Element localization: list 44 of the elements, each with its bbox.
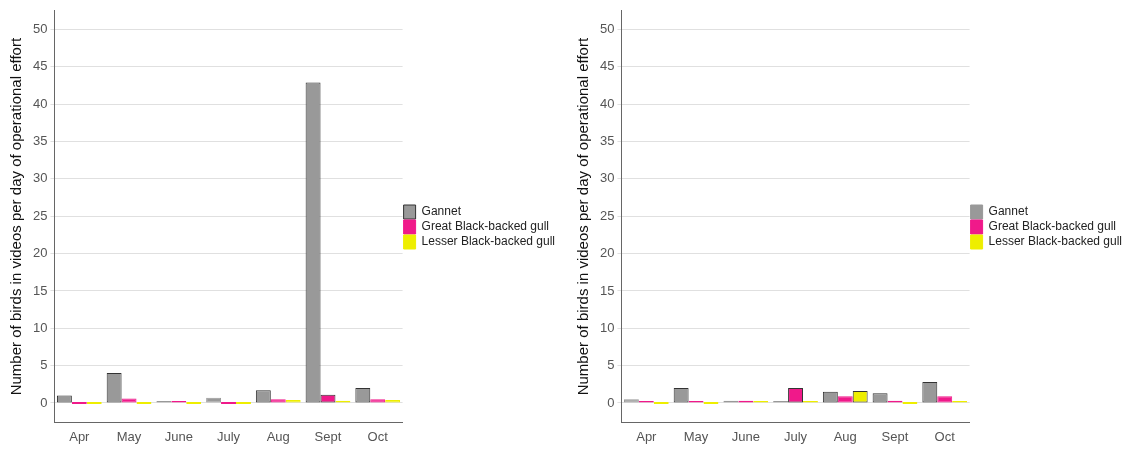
x-tick-label: June — [731, 428, 760, 444]
x-tick-label: Aug — [833, 428, 857, 444]
legend-label: Gannet — [421, 204, 462, 219]
legend-label: Lesser Black-backed gull — [988, 234, 1123, 249]
x-tick-label: Oct — [934, 428, 956, 444]
y-tick-label: 10 — [599, 319, 615, 335]
x-tick-label: July — [216, 428, 241, 444]
legend-label: Lesser Black-backed gull — [421, 234, 556, 249]
y-axis-title: Number of birds in videos per day of operational effort — [7, 37, 25, 396]
x-tick-label: Sept — [881, 428, 909, 444]
x-tick-label: Oct — [367, 428, 389, 444]
x-tick-label: Apr — [636, 428, 658, 444]
legend-label: Gannet — [988, 204, 1029, 219]
x-tick-label: Sept — [314, 428, 342, 444]
x-tick-label: May — [116, 428, 142, 444]
y-tick-label: 5 — [607, 357, 615, 373]
x-tick-label: Apr — [69, 428, 91, 444]
y-axis-title: Number of birds in videos per day of operational effort — [574, 37, 592, 396]
y-tick-label: 15 — [32, 282, 48, 298]
legend-label: Great Black-backed gull — [421, 219, 550, 234]
y-tick-label: 45 — [32, 58, 48, 74]
y-tick-label: 20 — [32, 245, 48, 261]
x-tick-label: July — [783, 428, 808, 444]
y-tick-label: 25 — [599, 207, 615, 223]
y-tick-label: 20 — [599, 245, 615, 261]
y-tick-label: 30 — [32, 170, 48, 186]
y-tick-label: 45 — [599, 58, 615, 74]
y-tick-label: 30 — [599, 170, 615, 186]
y-tick-label: 35 — [599, 133, 615, 149]
y-tick-label: 40 — [599, 95, 615, 111]
x-tick-label: Aug — [266, 428, 290, 444]
x-tick-label: June — [164, 428, 193, 444]
y-tick-label: 40 — [32, 95, 48, 111]
y-tick-label: 50 — [32, 21, 48, 37]
y-tick-label: 25 — [32, 207, 48, 223]
y-tick-label: 15 — [599, 282, 615, 298]
y-tick-label: 35 — [32, 133, 48, 149]
x-tick-label: May — [683, 428, 709, 444]
legend-label: Great Black-backed gull — [988, 219, 1117, 234]
y-tick-label: 10 — [32, 319, 48, 335]
y-tick-label: 50 — [599, 21, 615, 37]
y-tick-label: 0 — [607, 394, 615, 410]
y-tick-label: 0 — [40, 394, 48, 410]
y-tick-label: 5 — [40, 357, 48, 373]
